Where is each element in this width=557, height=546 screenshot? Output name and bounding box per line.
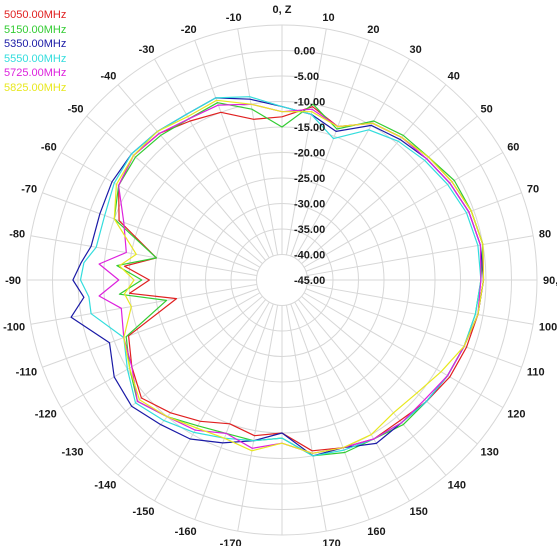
grid-spoke-11	[305, 288, 522, 368]
angle-tick-label-22: -140	[94, 480, 116, 492]
grid-spoke-33	[154, 58, 270, 259]
grid-spoke-31	[86, 115, 263, 264]
grid-spoke-26	[30, 283, 257, 325]
series-layer	[70, 96, 485, 457]
legend-entry-5825: 5825.00MHz	[4, 81, 67, 94]
angle-tick-label-26: -100	[3, 321, 25, 333]
radial-tick-label-5: -20.00	[294, 148, 325, 160]
series-line-3	[79, 96, 482, 457]
angle-tick-label-19: -170	[220, 538, 242, 546]
angle-tick-label-12: 120	[507, 409, 525, 421]
legend-entry-5150: 5150.00MHz	[4, 23, 67, 36]
angle-tick-label-4: 40	[448, 71, 460, 83]
grid-spoke-7	[305, 192, 522, 272]
grid-spoke-1	[285, 28, 327, 255]
grid-spoke-20	[194, 303, 274, 520]
grid-spoke-8	[307, 235, 534, 277]
angle-tick-label-28: -80	[9, 229, 25, 241]
angle-tick-label-15: 150	[410, 506, 428, 518]
angle-tick-label-14: 140	[448, 480, 466, 492]
angle-tick-label-27: -90	[5, 275, 21, 287]
legend-entry-5725: 5725.00MHz	[4, 67, 67, 79]
angle-tick-label-34: -20	[181, 24, 197, 36]
radial-tick-label-8: -35.00	[294, 224, 325, 236]
grid-spoke-35	[237, 28, 279, 255]
grid-spoke-21	[154, 301, 270, 502]
grid-spokes	[27, 25, 537, 535]
angle-tick-label-13: 130	[481, 447, 499, 459]
grid-spoke-16	[290, 303, 370, 520]
angle-tick-label-0: 0, Z	[273, 4, 292, 16]
angle-tick-label-17: 170	[322, 538, 340, 546]
radial-tick-label-2: -5.00	[294, 71, 319, 83]
angle-tick-label-1: 10	[322, 12, 334, 24]
angle-tick-label-16: 160	[367, 526, 385, 538]
radial-tick-labels: 0.00 -5.00 -10.00 -15.00 -20.00 -25.00 -30.00 -…	[294, 46, 325, 288]
angle-tick-label-35: -10	[226, 12, 242, 24]
radial-tick-label-9: -40.00	[294, 250, 325, 262]
angle-tick-labels: 0, Z 10 20 30 40 50 60 70 80 90, 100 110 120 130 140 15…	[3, 4, 557, 546]
radial-tick-label-10: -45.00	[294, 275, 325, 287]
grid-spoke-25	[42, 288, 259, 368]
grid-spoke-30	[60, 152, 261, 268]
radial-tick-label-6: -25.00	[294, 173, 325, 185]
grid-spoke-3	[294, 58, 410, 259]
angle-tick-label-24: -120	[35, 409, 57, 421]
grid-spoke-17	[285, 305, 327, 532]
radial-tick-label-7: -30.00	[294, 199, 325, 211]
angle-tick-label-21: -150	[132, 506, 154, 518]
grid-spoke-29	[42, 192, 259, 272]
angle-tick-label-10: 100	[539, 321, 557, 333]
radial-tick-label-3: -10.00	[294, 97, 325, 109]
grid-spoke-34	[194, 40, 274, 257]
angle-tick-label-8: 80	[539, 229, 551, 241]
angle-tick-label-32: -40	[100, 71, 116, 83]
grid-spoke-2	[290, 40, 370, 257]
legend-entry-5350: 5350.00MHz	[4, 38, 67, 50]
series-line-4	[98, 103, 482, 454]
grid-spoke-19	[237, 305, 279, 532]
grid-spoke-24	[60, 292, 261, 408]
grid-spoke-23	[86, 296, 263, 445]
grid-spoke-6	[303, 152, 504, 268]
angle-tick-label-33: -30	[139, 44, 155, 56]
grid-spoke-32	[117, 84, 266, 261]
legend: 5050.00MHz 5150.00MHz 5350.00MHz 5550.00…	[4, 8, 66, 95]
angle-tick-label-30: -60	[41, 142, 57, 154]
angle-tick-label-11: 110	[527, 366, 545, 378]
angle-tick-label-20: -160	[175, 526, 197, 538]
angle-tick-label-29: -70	[21, 184, 37, 196]
angle-tick-label-9: 90,	[543, 275, 557, 287]
angle-tick-label-3: 30	[410, 44, 422, 56]
angle-tick-label-2: 20	[367, 24, 379, 36]
series-line-5	[113, 99, 485, 454]
legend-entry-5050: 5050.00MHz	[4, 9, 67, 21]
angle-tick-label-23: -130	[61, 447, 83, 459]
grid-spoke-5	[301, 115, 478, 264]
grid-spoke-28	[30, 235, 257, 277]
grid-spoke-13	[301, 296, 478, 445]
angle-tick-label-5: 50	[481, 103, 493, 115]
angle-tick-label-25: -110	[16, 366, 37, 378]
radial-tick-label-1: 0.00	[294, 46, 315, 58]
grid-spoke-14	[298, 299, 447, 476]
grid-spoke-22	[117, 299, 266, 476]
grid-spoke-4	[298, 84, 447, 261]
grid-spoke-15	[294, 301, 410, 502]
legend-entry-5550: 5550.00MHz	[4, 52, 67, 65]
radial-tick-label-4: -15.00	[294, 122, 325, 134]
angle-tick-label-7: 70	[527, 184, 539, 196]
grid-spoke-12	[303, 292, 504, 408]
angle-tick-label-6: 60	[507, 142, 519, 154]
angle-tick-label-31: -50	[68, 103, 84, 115]
grid-spoke-10	[307, 283, 534, 325]
